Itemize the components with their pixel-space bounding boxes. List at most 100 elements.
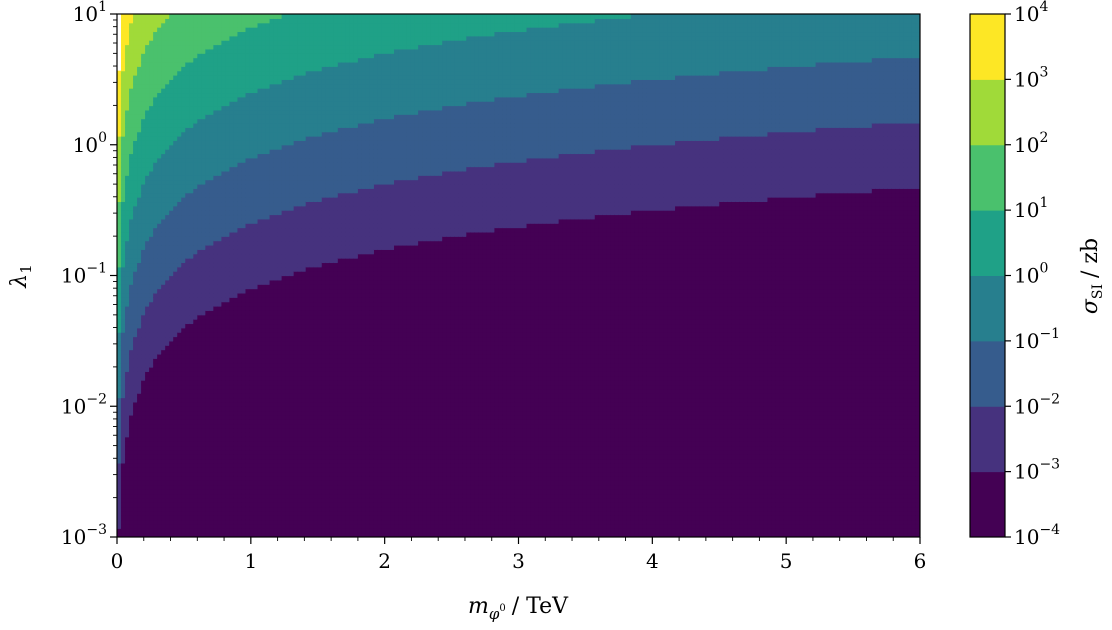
heatmap-cell xyxy=(262,79,267,84)
heatmap-cell xyxy=(221,528,226,533)
heatmap-cell xyxy=(233,197,238,202)
heatmap-cell xyxy=(125,520,130,525)
heatmap-cell xyxy=(217,463,222,468)
heatmap-cell xyxy=(161,62,166,67)
heatmap-cell xyxy=(225,158,230,163)
heatmap-cell xyxy=(137,223,142,228)
heatmap-cell xyxy=(133,167,138,172)
heatmap-cell xyxy=(270,140,275,145)
heatmap-cell xyxy=(237,232,242,237)
heatmap-cell xyxy=(169,75,174,80)
heatmap-cell xyxy=(193,262,198,267)
heatmap-cell xyxy=(237,376,242,381)
heatmap-cell xyxy=(205,31,210,36)
heatmap-cell xyxy=(169,358,174,363)
heatmap-cell xyxy=(185,267,190,272)
heatmap-cell xyxy=(165,79,170,84)
heatmap-cell xyxy=(245,114,250,119)
heatmap-cell xyxy=(241,293,246,298)
heatmap-cell xyxy=(141,428,146,433)
heatmap-cell xyxy=(225,180,230,185)
heatmap-cell xyxy=(197,402,202,407)
heatmap-cell xyxy=(201,398,206,403)
heatmap-cell xyxy=(121,485,126,490)
heatmap-cell xyxy=(169,210,174,215)
heatmap-cell xyxy=(266,432,271,437)
heatmap-cell xyxy=(193,36,198,41)
heatmap-cell xyxy=(161,136,166,141)
heatmap-cell xyxy=(153,511,158,516)
heatmap-cell xyxy=(249,332,254,337)
heatmap-cell xyxy=(241,384,246,389)
heatmap-cell xyxy=(209,214,214,219)
heatmap-cell xyxy=(189,506,194,511)
heatmap-cell xyxy=(153,367,158,372)
heatmap-cell xyxy=(221,267,226,272)
heatmap-cell xyxy=(270,511,275,516)
heatmap-cell xyxy=(278,254,283,259)
heatmap-cell xyxy=(173,18,178,23)
heatmap-cell xyxy=(125,241,130,246)
heatmap-cell xyxy=(245,58,250,63)
heatmap-cell xyxy=(262,66,267,71)
heatmap-cell xyxy=(266,193,271,198)
heatmap-cell xyxy=(117,459,122,464)
heatmap-cell xyxy=(185,258,190,263)
heatmap-cell xyxy=(258,302,263,307)
heatmap-cell xyxy=(133,376,138,381)
heatmap-cell xyxy=(237,498,242,503)
heatmap-cell xyxy=(145,380,150,385)
heatmap-cell xyxy=(221,454,226,459)
heatmap-cell xyxy=(245,254,250,259)
heatmap-cell xyxy=(189,188,194,193)
heatmap-cell xyxy=(149,62,154,67)
heatmap-cell xyxy=(161,114,166,119)
heatmap-cell xyxy=(221,14,226,19)
heatmap-cell xyxy=(169,175,174,180)
heatmap-cell xyxy=(201,188,206,193)
heatmap-cell xyxy=(237,210,242,215)
heatmap-cell xyxy=(181,101,186,106)
heatmap-cell xyxy=(181,502,186,507)
heatmap-cell xyxy=(169,262,174,267)
heatmap-cell xyxy=(258,106,263,111)
heatmap-cell xyxy=(270,236,275,241)
heatmap-cell xyxy=(189,454,194,459)
heatmap-cell xyxy=(282,524,287,529)
heatmap-cell xyxy=(121,428,126,433)
heatmap-cell xyxy=(193,58,198,63)
heatmap-cell xyxy=(245,393,250,398)
heatmap-cell xyxy=(241,445,246,450)
heatmap-cell xyxy=(181,171,186,176)
heatmap-cell xyxy=(254,127,259,132)
heatmap-cell xyxy=(282,171,287,176)
heatmap-cell xyxy=(262,241,267,246)
heatmap-cell xyxy=(274,506,279,511)
heatmap-cell xyxy=(125,267,130,272)
heatmap-cell xyxy=(189,223,194,228)
heatmap-cell xyxy=(233,280,238,285)
heatmap-cell xyxy=(209,367,214,372)
heatmap-cell xyxy=(193,88,198,93)
heatmap-cell xyxy=(129,276,134,281)
heatmap-cell xyxy=(137,241,142,246)
heatmap-cell xyxy=(177,319,182,324)
heatmap-cell xyxy=(254,58,259,63)
heatmap-cell xyxy=(189,284,194,289)
heatmap-cell xyxy=(173,337,178,342)
heatmap-cell xyxy=(177,145,182,150)
heatmap-cell xyxy=(177,297,182,302)
heatmap-cell xyxy=(189,262,194,267)
heatmap-cell xyxy=(221,45,226,50)
heatmap-cell xyxy=(169,315,174,320)
heatmap-cell xyxy=(161,254,166,259)
heatmap-cell xyxy=(249,467,254,472)
heatmap-cell xyxy=(197,493,202,498)
heatmap-cell xyxy=(121,49,126,54)
heatmap-cell xyxy=(229,284,234,289)
heatmap-cell xyxy=(149,337,154,342)
heatmap-cell xyxy=(173,528,178,533)
heatmap-cell xyxy=(266,493,271,498)
heatmap-cell xyxy=(274,323,279,328)
heatmap-cell xyxy=(185,88,190,93)
